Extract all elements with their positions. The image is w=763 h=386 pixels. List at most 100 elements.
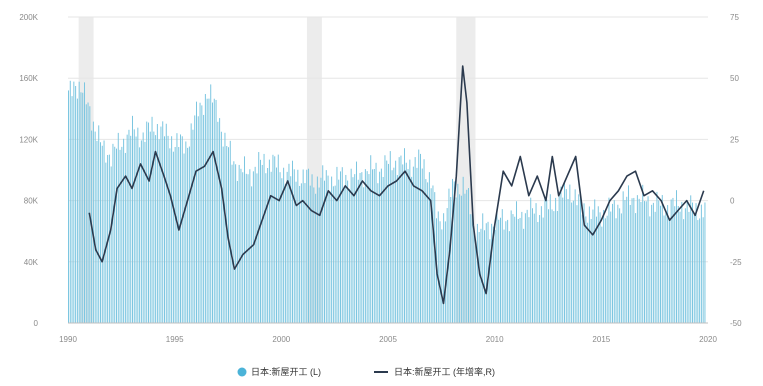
bar bbox=[144, 141, 146, 323]
bar bbox=[583, 203, 585, 323]
bar bbox=[279, 172, 281, 323]
bar bbox=[592, 209, 594, 323]
bar bbox=[318, 187, 320, 323]
bar bbox=[402, 164, 404, 323]
bar bbox=[229, 140, 231, 323]
bar bbox=[331, 176, 333, 323]
bar bbox=[441, 229, 443, 323]
bar bbox=[299, 185, 301, 323]
bar bbox=[615, 218, 617, 323]
bar bbox=[544, 198, 546, 323]
bar bbox=[571, 202, 573, 323]
bar bbox=[85, 104, 87, 324]
legend-label-line: 日本:新屋开工 (年增率,R) bbox=[394, 366, 495, 377]
bar bbox=[158, 139, 160, 323]
bar bbox=[553, 211, 555, 323]
bar bbox=[690, 195, 692, 323]
bar bbox=[260, 159, 261, 323]
bar bbox=[277, 154, 279, 323]
bar bbox=[389, 151, 391, 323]
bar bbox=[192, 129, 194, 323]
bar bbox=[348, 188, 350, 323]
bar bbox=[297, 169, 299, 323]
bar bbox=[236, 180, 238, 323]
bar bbox=[196, 101, 197, 323]
bar bbox=[549, 194, 551, 323]
bar bbox=[564, 180, 565, 323]
bar bbox=[382, 176, 384, 323]
bar bbox=[292, 160, 293, 323]
bar bbox=[283, 167, 285, 323]
bar bbox=[171, 136, 173, 323]
bar bbox=[444, 221, 446, 323]
bar bbox=[256, 173, 258, 323]
bar bbox=[539, 215, 541, 323]
bar bbox=[457, 183, 459, 323]
right-tick-label: 75 bbox=[730, 13, 739, 22]
bar bbox=[274, 156, 276, 323]
bar bbox=[516, 201, 517, 323]
bar bbox=[636, 195, 638, 323]
bar bbox=[123, 138, 125, 323]
bar bbox=[642, 184, 644, 323]
bar bbox=[201, 105, 203, 324]
bar bbox=[514, 216, 516, 323]
bar bbox=[281, 178, 283, 323]
bar bbox=[315, 193, 317, 323]
bar bbox=[210, 84, 212, 324]
bar bbox=[96, 140, 98, 323]
bar bbox=[562, 197, 564, 323]
x-tick-label: 2020 bbox=[699, 335, 717, 344]
bar bbox=[572, 200, 574, 323]
bar bbox=[203, 114, 205, 323]
bar bbox=[485, 223, 487, 323]
bar bbox=[626, 196, 628, 323]
bar bbox=[215, 99, 217, 323]
bar bbox=[489, 239, 491, 323]
bar bbox=[494, 229, 496, 323]
bar bbox=[364, 169, 366, 323]
bar bbox=[268, 159, 270, 323]
bar bbox=[311, 174, 313, 323]
bar bbox=[468, 188, 469, 323]
bar bbox=[265, 173, 267, 323]
left-tick-label: 160K bbox=[19, 74, 38, 83]
bar bbox=[300, 183, 302, 323]
bar bbox=[524, 213, 526, 323]
bar bbox=[629, 205, 631, 323]
bar bbox=[165, 123, 167, 323]
bar bbox=[697, 220, 699, 323]
bar bbox=[528, 217, 530, 323]
bar bbox=[73, 81, 75, 323]
bar bbox=[245, 173, 247, 323]
bar bbox=[411, 176, 413, 323]
bar bbox=[354, 174, 356, 323]
bar bbox=[363, 187, 365, 323]
bar bbox=[94, 131, 96, 323]
bar bbox=[590, 218, 592, 323]
bar bbox=[293, 169, 295, 323]
bar bbox=[149, 131, 151, 323]
bar bbox=[443, 213, 445, 323]
bar bbox=[450, 197, 452, 323]
bar bbox=[580, 197, 581, 323]
bar bbox=[617, 204, 619, 323]
bar bbox=[302, 169, 304, 323]
bar bbox=[251, 186, 253, 323]
bar bbox=[356, 161, 357, 323]
bar bbox=[212, 102, 213, 323]
bar bbox=[204, 94, 206, 323]
bar bbox=[116, 148, 117, 323]
bar bbox=[220, 131, 222, 323]
bar bbox=[139, 147, 141, 323]
bar bbox=[665, 212, 667, 323]
bar bbox=[532, 208, 533, 323]
legend: 日本:新屋开工 (L) 日本:新屋开工 (年增率,R) bbox=[237, 366, 495, 377]
bar bbox=[286, 171, 288, 323]
left-tick-label: 120K bbox=[19, 135, 38, 144]
bar bbox=[357, 179, 359, 323]
bar bbox=[87, 102, 89, 324]
bar bbox=[599, 212, 601, 323]
bar bbox=[80, 92, 82, 323]
bar bbox=[217, 121, 219, 323]
